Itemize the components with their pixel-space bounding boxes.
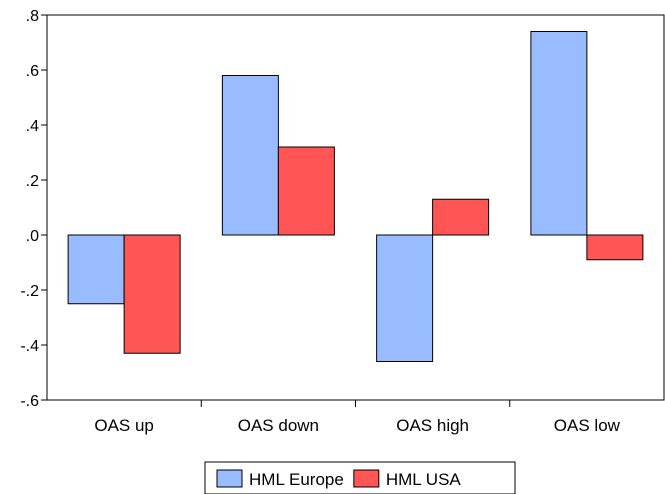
bar-hml-usa-oas-down xyxy=(277,146,335,236)
y-tick-label: .2 xyxy=(26,173,39,190)
category-labels: OAS up OAS down OAS high OAS low xyxy=(94,416,620,435)
y-tick-label: .8 xyxy=(26,8,39,25)
y-tick-label: -.4 xyxy=(20,338,39,355)
category-label: OAS low xyxy=(554,416,621,435)
bar-hml-europe-oas-high xyxy=(376,234,434,362)
bar-hml-europe-oas-up xyxy=(67,234,125,305)
x-axis xyxy=(200,400,511,407)
y-axis: .8 .6 .4 .2 .0 -.2 -.4 -.6 xyxy=(20,8,47,410)
bars xyxy=(67,31,644,362)
y-tick-label: -.2 xyxy=(20,283,39,300)
legend-label: HML USA xyxy=(386,470,462,489)
legend-label: HML Europe xyxy=(249,470,344,489)
bar-hml-europe-oas-low xyxy=(530,31,588,236)
bar-hml-usa-oas-up xyxy=(123,234,181,354)
bar-hml-europe-oas-down xyxy=(221,75,279,236)
legend-swatch xyxy=(216,469,243,488)
legend-swatch xyxy=(353,469,380,488)
y-tick-label: .4 xyxy=(26,118,39,135)
legend: HML Europe HML USA xyxy=(204,461,516,494)
bar-hml-usa-oas-low xyxy=(586,234,644,261)
y-tick-label: -.6 xyxy=(20,393,39,410)
category-label: OAS up xyxy=(94,416,154,435)
y-tick-label: .6 xyxy=(26,63,39,80)
category-label: OAS down xyxy=(238,416,319,435)
bar-hml-usa-oas-high xyxy=(432,198,490,236)
y-tick-label: .0 xyxy=(26,228,39,245)
category-label: OAS high xyxy=(396,416,469,435)
